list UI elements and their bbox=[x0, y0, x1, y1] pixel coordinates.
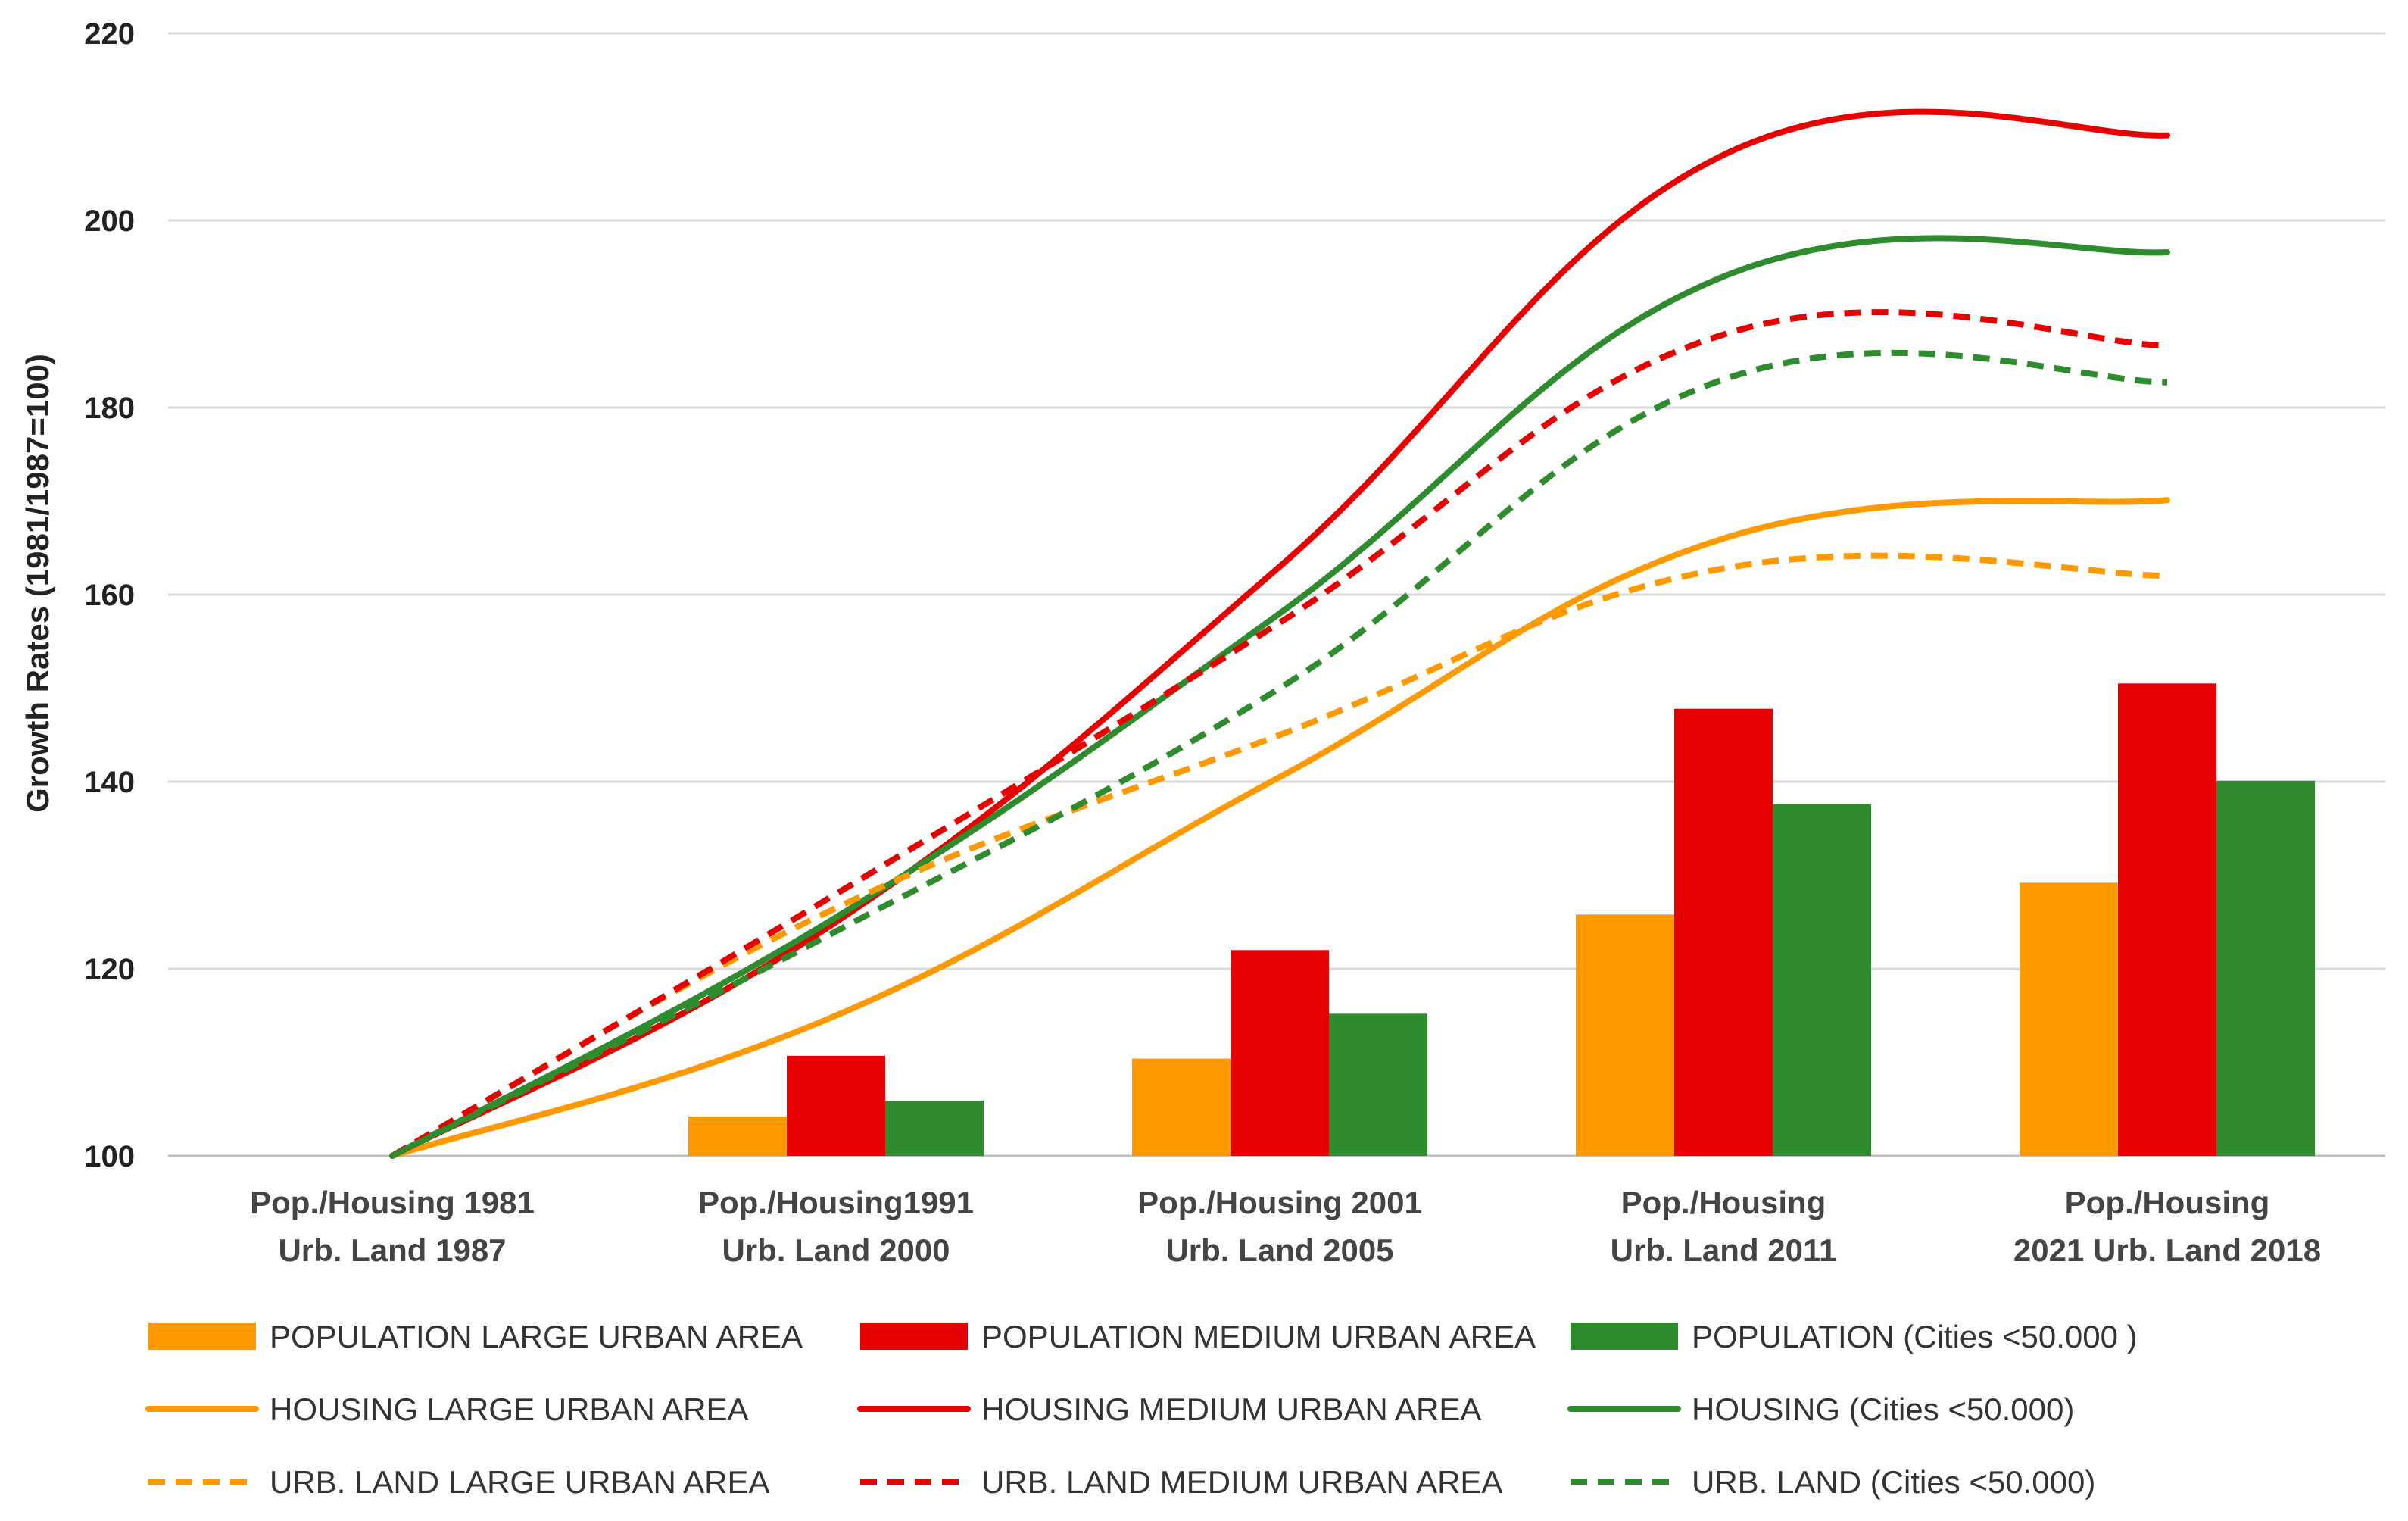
legend-label-urb-land-large-urban-area: URB. LAND LARGE URBAN AREA bbox=[270, 1464, 770, 1500]
y-axis-title: Growth Rates (1981/1987=100) bbox=[20, 354, 55, 813]
y-tick-label: 200 bbox=[84, 205, 135, 238]
legend-swatch-population-large-urban-area bbox=[148, 1323, 256, 1350]
bar-population-large-urban-area-4 bbox=[2020, 882, 2118, 1156]
x-category-label: Urb. Land 1987 bbox=[278, 1232, 506, 1268]
line-urb-land-cities-50-000- bbox=[391, 349, 2168, 1159]
y-tick-label: 180 bbox=[84, 392, 135, 425]
bar-population-cities-50-000--1 bbox=[885, 1101, 984, 1156]
bars bbox=[688, 683, 2315, 1156]
legend-label-population-cities-50-000-: POPULATION (Cities <50.000 ) bbox=[1692, 1319, 2138, 1354]
legend-label-population-large-urban-area: POPULATION LARGE URBAN AREA bbox=[270, 1319, 803, 1354]
x-category-label: Pop./Housing bbox=[2065, 1185, 2270, 1220]
x-category-label: Urb. Land 2011 bbox=[1611, 1232, 1837, 1268]
legend-label-population-medium-urban-area: POPULATION MEDIUM URBAN AREA bbox=[981, 1319, 1536, 1354]
bar-population-large-urban-area-1 bbox=[688, 1117, 787, 1156]
x-category-label: Pop./Housing 2001 bbox=[1137, 1185, 1422, 1220]
x-category-label: Urb. Land 2000 bbox=[722, 1232, 950, 1268]
y-axis-ticks: 100 120 140 160 180 200 220 bbox=[84, 17, 135, 1173]
legend: POPULATION LARGE URBAN AREA POPULATION ME… bbox=[145, 1319, 2138, 1500]
legend-label-housing-medium-urban-area: HOUSING MEDIUM URBAN AREA bbox=[981, 1391, 1481, 1427]
y-tick-label: 220 bbox=[84, 17, 135, 51]
y-tick-label: 140 bbox=[84, 766, 135, 799]
x-category-label: Pop./Housing bbox=[1621, 1185, 1826, 1220]
bar-population-medium-urban-area-4 bbox=[2118, 683, 2216, 1156]
bar-population-cities-50-000--2 bbox=[1329, 1013, 1427, 1156]
line-housing-cities-50-000- bbox=[389, 235, 2170, 1159]
y-tick-label: 160 bbox=[84, 579, 135, 612]
line-housing-large-urban-area bbox=[389, 497, 2170, 1159]
line-urb-land-medium-urban-area bbox=[390, 309, 2168, 1159]
lines bbox=[389, 108, 2170, 1159]
bar-population-large-urban-area-3 bbox=[1576, 914, 1674, 1156]
bar-population-medium-urban-area-3 bbox=[1674, 708, 1773, 1156]
x-category-label: Pop./Housing 1981 bbox=[250, 1185, 535, 1220]
bar-population-cities-50-000--4 bbox=[2216, 780, 2315, 1156]
bar-population-large-urban-area-2 bbox=[1132, 1058, 1231, 1156]
legend-label-housing-large-urban-area: HOUSING LARGE URBAN AREA bbox=[270, 1391, 748, 1427]
line-housing-medium-urban-area bbox=[389, 108, 2170, 1159]
x-category-label: Pop./Housing1991 bbox=[698, 1185, 974, 1220]
bar-population-medium-urban-area-2 bbox=[1231, 950, 1329, 1156]
legend-label-housing-cities-50-000-: HOUSING (Cities <50.000) bbox=[1692, 1391, 2074, 1427]
legend-swatch-population-cities-50-000- bbox=[1571, 1323, 1678, 1350]
x-category-label: 2021 Urb. Land 2018 bbox=[2013, 1232, 2321, 1268]
legend-swatch-population-medium-urban-area bbox=[860, 1323, 968, 1350]
bar-population-cities-50-000--3 bbox=[1773, 804, 1871, 1156]
y-tick-label: 100 bbox=[84, 1140, 135, 1173]
x-category-label: Urb. Land 2005 bbox=[1165, 1232, 1393, 1268]
bar-population-medium-urban-area-1 bbox=[787, 1055, 885, 1156]
x-axis-categories: Pop./Housing 1981 Urb. Land 1987 Pop./Hous… bbox=[250, 1185, 2321, 1268]
legend-label-urb-land-cities-50-000-: URB. LAND (Cities <50.000) bbox=[1692, 1464, 2095, 1500]
legend-label-urb-land-medium-urban-area: URB. LAND MEDIUM URBAN AREA bbox=[981, 1464, 1502, 1500]
y-tick-label: 120 bbox=[84, 953, 135, 986]
